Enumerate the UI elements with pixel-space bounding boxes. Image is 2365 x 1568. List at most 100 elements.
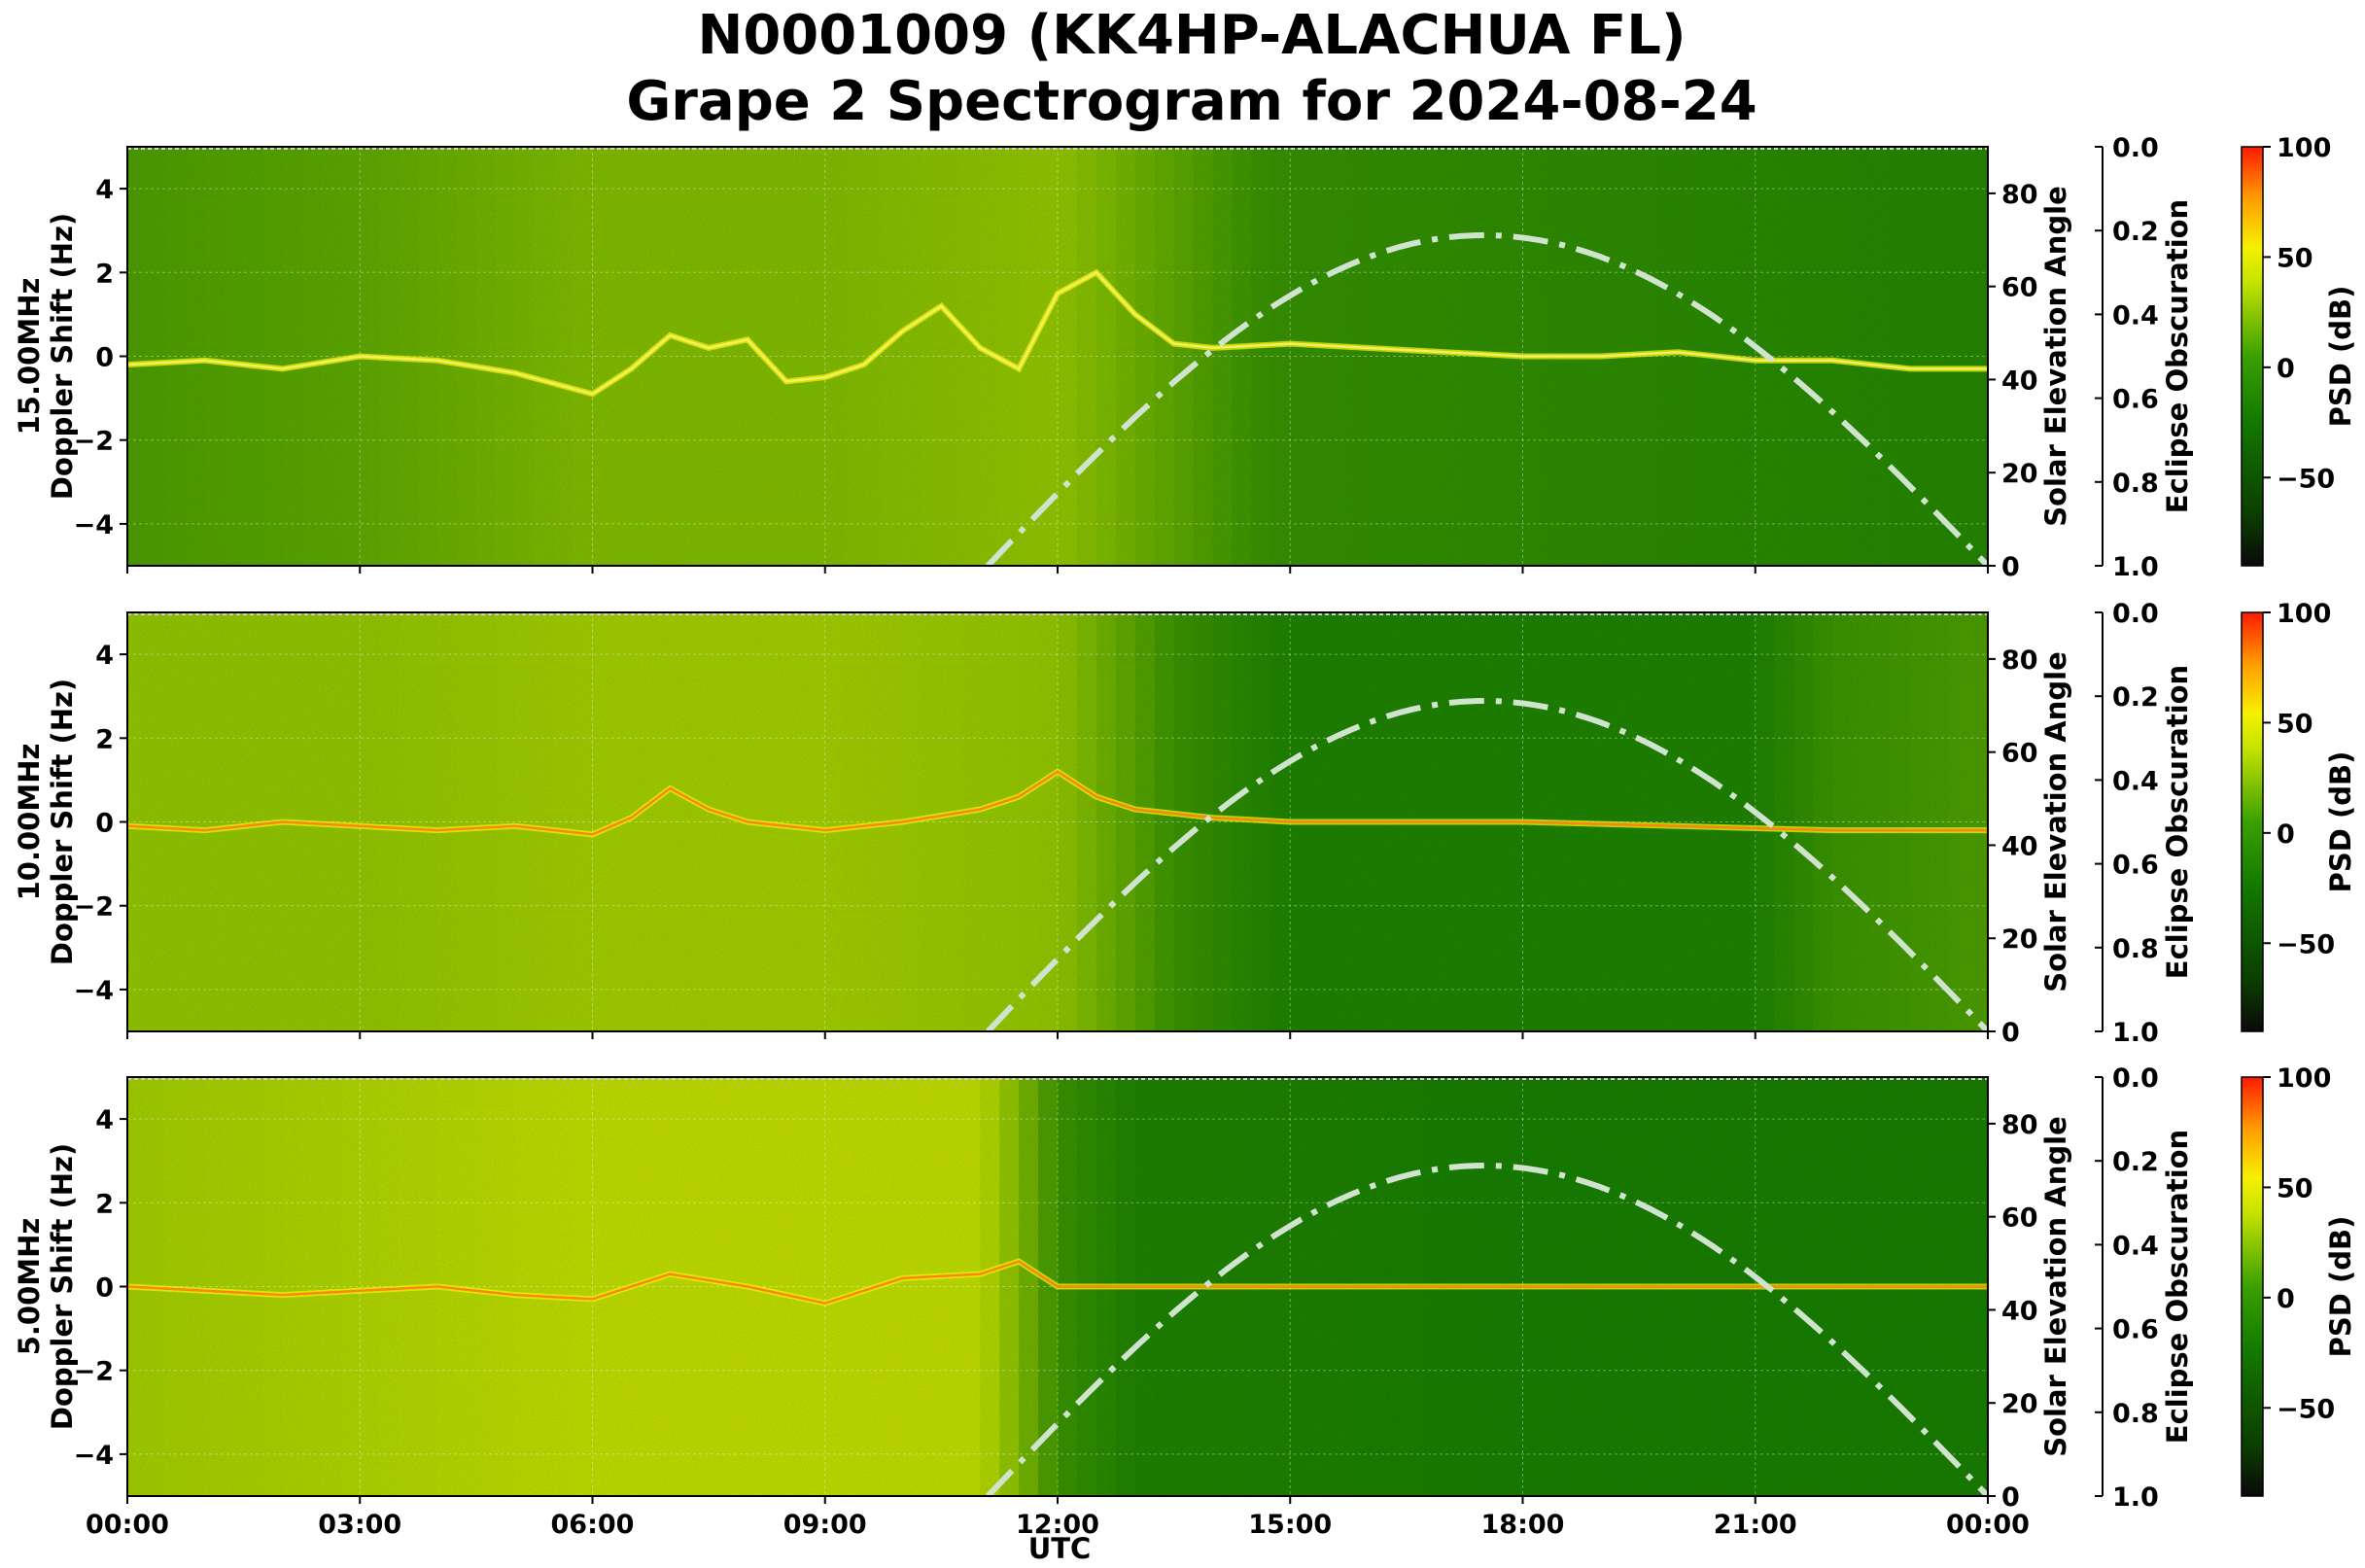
spectrogram-strip — [592, 612, 613, 1031]
spectrogram-strip — [922, 612, 942, 1031]
spectrogram-strip — [960, 147, 981, 566]
grid — [126, 612, 1989, 1031]
spectrogram-strip — [1891, 147, 1911, 566]
colorbar-tick-label: 50 — [2277, 1173, 2313, 1203]
spectrogram-strip — [127, 612, 148, 1031]
spectrogram-strip — [282, 147, 303, 566]
spectrogram-strip — [1096, 147, 1117, 566]
spectrogram-strip — [883, 1077, 904, 1496]
spectrogram-strip — [204, 147, 226, 566]
spectrogram-strip — [805, 612, 826, 1031]
y-tick-label: −4 — [74, 976, 114, 1006]
spectrogram-strip — [1019, 612, 1039, 1031]
spectrogram-strip — [1406, 147, 1427, 566]
spectrogram-strip — [514, 147, 536, 566]
right-axis-label: Solar Elevation Angle — [2039, 186, 2072, 527]
spectrogram-strip — [631, 612, 651, 1031]
x-tick-label: 00:00 — [86, 1510, 169, 1540]
spectrogram-strip — [592, 147, 613, 566]
colorbar-tick-label: 100 — [2277, 133, 2331, 163]
spectrogram-strip — [340, 1077, 361, 1496]
right-tick-label: 60 — [2001, 273, 2038, 303]
spectrogram-strip — [766, 612, 787, 1031]
eclipse-tick-label: 0.4 — [2112, 766, 2159, 796]
spectrogram-strip — [941, 147, 961, 566]
colorbar-tick-label: 0 — [2277, 354, 2295, 384]
spectrogram-strip — [1813, 612, 1834, 1031]
colorbar-tick-label: −50 — [2277, 464, 2335, 494]
spectrogram-strip — [224, 147, 245, 566]
eclipse-tick-label: 0.8 — [2112, 1399, 2159, 1429]
spectrogram-strip — [922, 1077, 942, 1496]
spectrogram-strip — [631, 1077, 651, 1496]
solar-elevation-curve — [986, 231, 1991, 569]
right-tick-label: 40 — [2001, 1296, 2038, 1326]
y-tick-label: −2 — [74, 1357, 114, 1387]
spectrogram-strip — [960, 1077, 981, 1496]
eclipse-tick-label: 0.6 — [2112, 1315, 2159, 1345]
spectrogram-strip — [1212, 612, 1234, 1031]
spectrogram-strip — [709, 147, 729, 566]
spectrogram-strip — [495, 147, 516, 566]
spectrogram-strip — [689, 1077, 710, 1496]
spectrogram-strip — [573, 1077, 594, 1496]
y-tick-label: 0 — [95, 809, 114, 839]
right-tick-label: 0 — [2001, 1482, 2020, 1513]
colorbar-label: PSD (dB) — [2324, 751, 2357, 893]
spectrogram-strip — [980, 1077, 1000, 1496]
colorbar — [2241, 1076, 2264, 1497]
spectrogram-strip — [1309, 147, 1330, 566]
spectrogram-strip — [999, 147, 1020, 566]
y-tick-label: 4 — [95, 641, 114, 671]
spectrogram-strip — [1270, 147, 1291, 566]
spectrogram-strip — [1949, 612, 1969, 1031]
spectrogram-strip — [1678, 147, 1698, 566]
spectrogram-strip — [534, 612, 555, 1031]
figure-title-line2: Grape 2 Spectrogram for 2024-08-24 — [626, 70, 1756, 133]
spectrogram-strip — [573, 147, 594, 566]
y-tick-label: −2 — [74, 892, 114, 923]
right-tick-label: 20 — [2001, 924, 2038, 955]
spectrogram-strip — [1115, 147, 1136, 566]
spectrogram-strip — [999, 612, 1020, 1031]
y-tick-label: −4 — [74, 510, 114, 540]
spectrogram-strip — [204, 1077, 226, 1496]
spectrogram-strip — [514, 612, 536, 1031]
spectrogram-strip — [902, 1077, 923, 1496]
spectrogram-strip — [1232, 147, 1252, 566]
spectrogram-strip — [785, 1077, 807, 1496]
y-tick-label: −4 — [74, 1441, 114, 1471]
spectrogram-strip — [1134, 147, 1156, 566]
spectrogram-strip — [243, 612, 264, 1031]
x-tick-label: 15:00 — [1248, 1510, 1332, 1540]
spectrogram-strip — [282, 1077, 303, 1496]
spectrogram-strip — [243, 147, 264, 566]
spectrogram-strip — [1038, 612, 1059, 1031]
colorbar-tick-label: 50 — [2277, 709, 2313, 739]
right-tick-label: 80 — [2001, 1110, 2038, 1140]
y-tick-label: 0 — [95, 1273, 114, 1304]
spectrogram-strip — [709, 612, 729, 1031]
spectrogram-strip — [475, 1077, 497, 1496]
colorbar-tick-label: 50 — [2277, 243, 2313, 273]
spectrogram-strip — [1678, 612, 1698, 1031]
spectrogram-strip — [321, 147, 341, 566]
x-tick-label: 21:00 — [1714, 1510, 1797, 1540]
eclipse-tick-label: 0.4 — [2112, 300, 2159, 331]
spectrogram-strip — [379, 612, 400, 1031]
spectrogram-strip — [689, 147, 710, 566]
spectrogram-strip — [1852, 612, 1872, 1031]
spectrogram-strip — [127, 147, 148, 566]
spectrogram-strip — [301, 147, 322, 566]
spectrogram-strip — [611, 147, 632, 566]
y-tick-label: 2 — [95, 259, 114, 289]
spectrogram-strip — [766, 147, 787, 566]
spectrogram-strip — [262, 147, 284, 566]
panel-1: 420−2−415.00MHz Doppler Shift (Hz)8060402… — [13, 133, 2357, 582]
spectrogram-strip — [960, 612, 981, 1031]
spectrogram-strip — [670, 147, 690, 566]
eclipse-tick-label: 0.2 — [2112, 682, 2159, 713]
spectrogram-strip — [1930, 147, 1950, 566]
spectrogram-strip — [1096, 612, 1117, 1031]
